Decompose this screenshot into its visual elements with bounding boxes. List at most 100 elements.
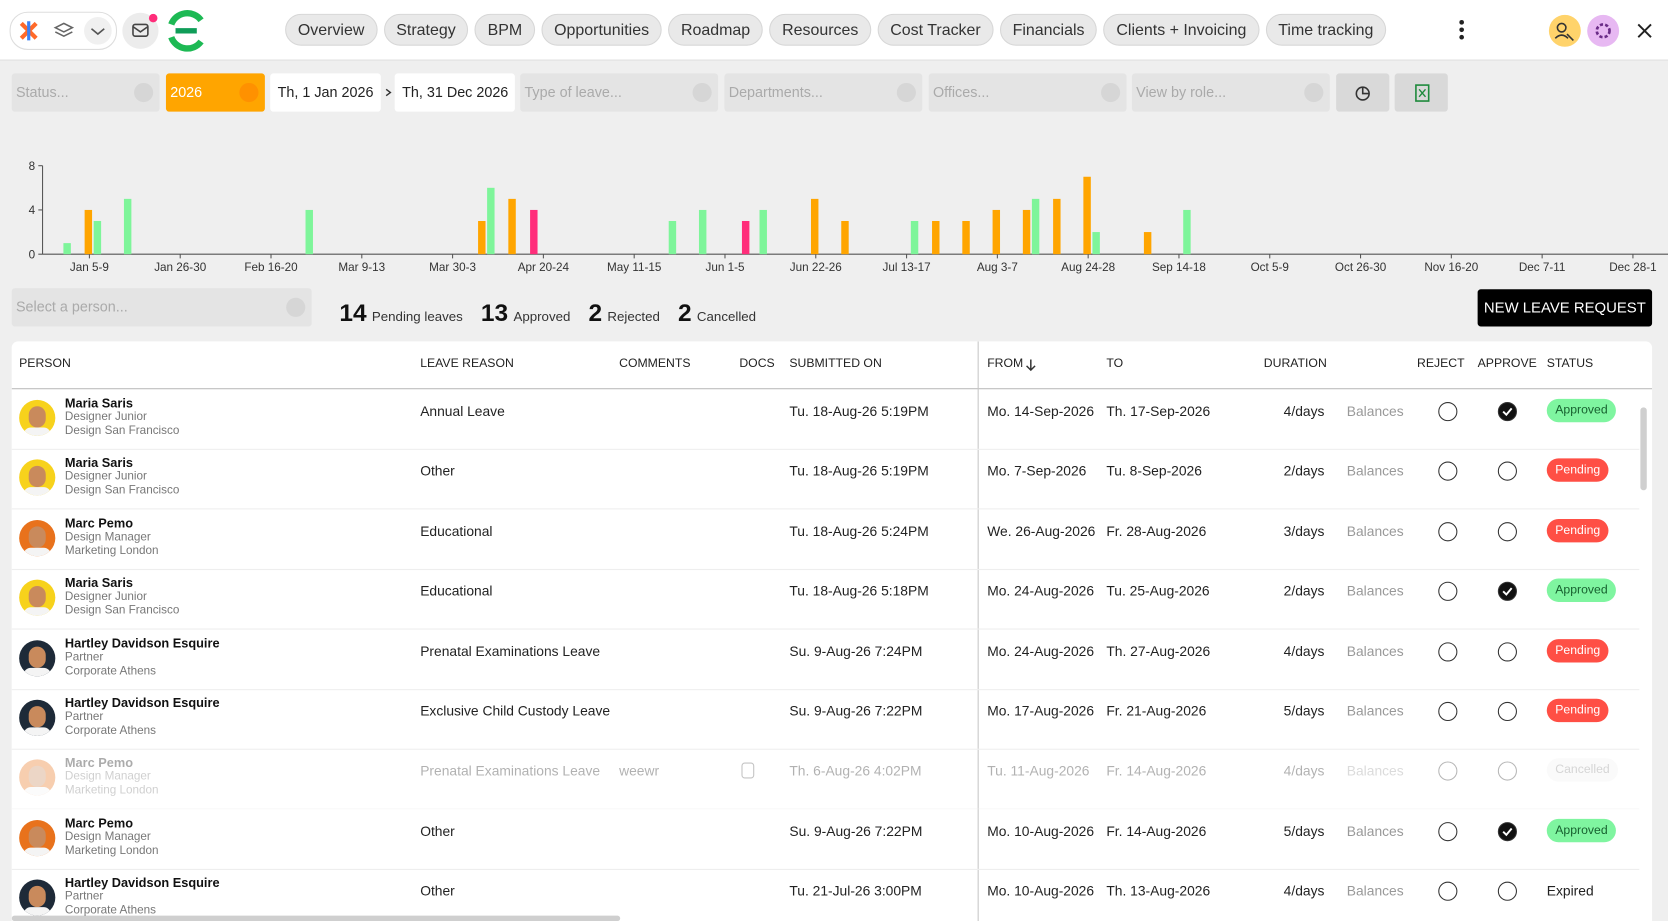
role-filter[interactable]: View by role... (1131, 73, 1330, 112)
avatar-face (28, 706, 46, 728)
avatar (19, 399, 56, 437)
person-name: Marc Pemo (64, 815, 134, 831)
leave-reason: Other (420, 463, 455, 479)
table-row[interactable]: Maria Saris Designer Junior Design San Fra… (11, 449, 1640, 510)
check (1502, 407, 1513, 417)
avatar-body (23, 547, 52, 556)
x-tick-label: Jun 1-5 (705, 261, 744, 274)
table-row[interactable]: Hartley Davidson Esquire Partner Corporate… (11, 689, 1640, 750)
new-request-button[interactable]: NEW LEAVE REQUEST (1477, 289, 1653, 327)
nav-tab[interactable]: Roadmap (668, 13, 763, 46)
from-date: Mo. 14-Sep-2026 (987, 403, 1095, 420)
h-scrollbar[interactable] (11, 915, 621, 921)
balances-link: Balances (1346, 642, 1404, 659)
table-row[interactable]: Marc Pemo Design Manager Marketing London P… (11, 749, 1640, 810)
more-menu[interactable] (1453, 17, 1470, 43)
reject-toggle[interactable] (1438, 402, 1458, 422)
stat: 2 Cancelled (678, 299, 756, 328)
nav-tab[interactable]: Clients + Invoicing (1103, 13, 1260, 46)
approve-toggle[interactable] (1497, 581, 1517, 602)
reject-toggle[interactable] (1438, 761, 1458, 782)
table-row[interactable]: Maria Saris Designer Junior Design San Fra… (11, 569, 1640, 630)
leave-reason: Exclusive Child Custody Leave (420, 702, 611, 719)
status-pill: Pending (1546, 698, 1609, 723)
status-placeholder: Status... (15, 84, 69, 100)
approve-toggle[interactable] (1497, 881, 1517, 901)
nav-tab[interactable]: Resources (769, 13, 872, 46)
departments-filter[interactable]: Departments... (724, 73, 923, 112)
chart-toggle[interactable] (1336, 73, 1390, 112)
nav-tab[interactable]: Strategy (383, 13, 469, 46)
submitted-on: Su. 9-Aug-26 7:22PM (789, 702, 923, 719)
approve-toggle[interactable] (1497, 821, 1517, 842)
chevron (239, 82, 259, 103)
nav-tab[interactable]: Opportunities (541, 13, 662, 46)
reject-toggle[interactable] (1438, 521, 1458, 542)
doc-icon[interactable] (741, 762, 755, 779)
reject-toggle[interactable] (1438, 701, 1458, 722)
column-header: PERSON (19, 357, 71, 371)
offices-filter[interactable]: Offices... (928, 73, 1127, 112)
column-header: FROM (987, 357, 1024, 371)
date-from[interactable]: Th, 1 Jan 2026 (270, 73, 381, 112)
leave-reason: Educational (420, 523, 493, 539)
approve-toggle[interactable] (1497, 641, 1517, 662)
x-tick-label: Aug 24-28 (1061, 261, 1115, 274)
table-row[interactable]: Marc Pemo Design Manager Marketing London E… (11, 509, 1640, 570)
bar (508, 198, 516, 255)
stat: 14 Pending leaves (339, 299, 462, 328)
mail-button[interactable] (122, 12, 159, 49)
bar (1083, 176, 1091, 255)
person-role: Partner (64, 890, 104, 904)
to-date: Tu. 8-Sep-2026 (1106, 463, 1202, 479)
person-name: Marc Pemo (64, 515, 134, 531)
app-switcher[interactable] (9, 11, 118, 50)
stat-count: 2 (588, 298, 603, 327)
year-filter[interactable]: 2026 (165, 73, 265, 112)
offices-placeholder: Offices... (932, 84, 990, 100)
person-name: Maria Saris (64, 575, 134, 591)
duration: 3/days (1283, 523, 1325, 539)
date-to[interactable]: Th, 31 Dec 2026 (394, 73, 515, 112)
reject-toggle[interactable] (1438, 641, 1458, 662)
person-select[interactable]: Select a person... (11, 288, 312, 327)
nav-tab[interactable]: Overview (285, 13, 378, 46)
nav-tab[interactable]: Cost Tracker (877, 13, 994, 46)
date-to-value: Th, 31 Dec 2026 (402, 84, 509, 100)
reject-toggle[interactable] (1438, 461, 1458, 482)
submitted-on: Tu. 18-Aug-26 5:24PM (789, 523, 929, 539)
nav-tab[interactable]: Time tracking (1265, 13, 1387, 46)
duration: 4/days (1283, 642, 1325, 659)
leave-type-filter[interactable]: Type of leave... (520, 73, 719, 112)
column-header: APPROVE (1477, 357, 1537, 371)
x-tick-label: Nov 16-20 (1424, 261, 1478, 274)
to-date: Fr. 28-Aug-2026 (1106, 523, 1207, 539)
avatar-body (23, 727, 52, 736)
check-mark (1502, 587, 1513, 597)
approve-toggle[interactable] (1497, 761, 1517, 782)
nav-tab[interactable]: Financials (999, 13, 1098, 46)
sort-arrow[interactable] (1024, 357, 1037, 372)
person-office: Corporate Athens (64, 904, 156, 917)
approve-toggle[interactable] (1497, 461, 1517, 482)
top-right-icons[interactable] (1547, 13, 1664, 49)
table-row[interactable]: Marc Pemo Design Manager Marketing London O… (11, 809, 1640, 870)
reject-toggle[interactable] (1438, 821, 1458, 842)
status-filter[interactable]: Status... (11, 73, 160, 112)
excel-export[interactable] (1394, 73, 1448, 112)
table-row[interactable]: Hartley Davidson Esquire Partner Corporate… (12, 869, 1640, 921)
bar (1092, 232, 1100, 255)
x-tick-label: Jul 13-17 (883, 261, 931, 274)
approve-toggle[interactable] (1497, 521, 1517, 542)
column-header: STATUS (1546, 357, 1594, 371)
scrollbar[interactable] (1640, 407, 1647, 491)
approve-toggle[interactable] (1497, 701, 1517, 722)
person-role: Partner (64, 650, 104, 664)
approve-toggle[interactable] (1497, 402, 1517, 422)
table-row[interactable]: Hartley Davidson Esquire Partner Corporate… (11, 629, 1640, 690)
table-row[interactable]: Maria Saris Designer Junior Design San Fra… (11, 389, 1640, 450)
submitted-on: Tu. 21-Jul-26 3:00PM (789, 882, 922, 899)
reject-toggle[interactable] (1438, 581, 1458, 602)
nav-tab[interactable]: BPM (474, 13, 535, 46)
reject-toggle[interactable] (1438, 881, 1458, 901)
